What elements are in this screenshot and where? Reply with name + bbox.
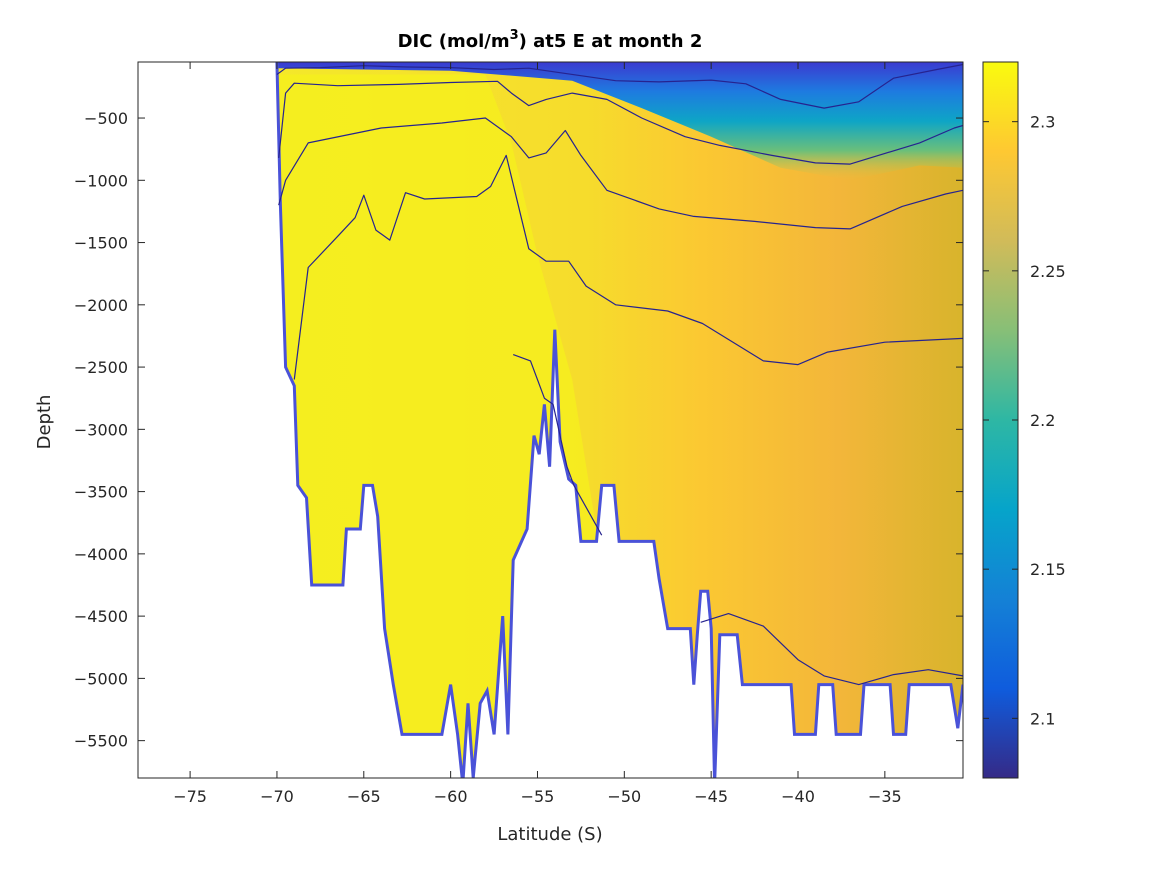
axes-box — [137, 61, 964, 779]
y-tick-label: −1000 — [74, 171, 128, 190]
colorbar-tick-label: 2.15 — [1030, 560, 1066, 579]
y-tick-label: −3000 — [74, 420, 128, 439]
y-axis-label: Depth — [34, 395, 55, 450]
contour-lines — [276, 63, 963, 686]
x-tick-label: −40 — [781, 787, 815, 806]
contour-line — [278, 117, 963, 230]
y-tick-label: −5500 — [74, 732, 128, 751]
y-tick-label: −1500 — [74, 234, 128, 253]
y-tick-label: −4500 — [74, 607, 128, 626]
colorbar-tick-label: 2.1 — [1030, 709, 1055, 728]
y-tick-label: −2000 — [74, 296, 128, 315]
dic-surface-low — [276, 62, 963, 181]
colorbar-ticks: 2.1 2.15 2.2 2.25 2.3 — [983, 113, 1066, 728]
contour-line — [278, 80, 963, 165]
y-tick-label: −2500 — [74, 358, 128, 377]
contour-line — [512, 354, 603, 536]
colorbar-tick-label: 2.2 — [1030, 411, 1055, 430]
x-tick-label: −35 — [868, 787, 902, 806]
y-tick-label: −500 — [84, 109, 128, 128]
x-tick-label: −65 — [347, 787, 381, 806]
x-axis-label: Latitude (S) — [497, 824, 602, 845]
colorbar: 2.1 2.15 2.2 2.25 2.3 — [982, 61, 1066, 779]
colorbar-tick-label: 2.25 — [1030, 262, 1066, 281]
dic-high-core — [276, 62, 599, 778]
x-tick-label: −50 — [607, 787, 641, 806]
y-tick-label: −4000 — [74, 545, 128, 564]
plot-area: −75 −70 −65 −60 −55 −50 −45 −40 −35 −500 −1000 −15… — [74, 61, 964, 806]
x-axis: −75 −70 −65 −60 −55 −50 −45 −40 −35 — [173, 62, 902, 806]
seafloor-edge — [275, 62, 963, 778]
y-tick-label: −5000 — [74, 669, 128, 688]
contour-line — [293, 154, 963, 380]
contour-line — [700, 612, 963, 686]
x-tick-label: −75 — [173, 787, 207, 806]
y-tick-label: −3500 — [74, 483, 128, 502]
colorbar-tick-label: 2.3 — [1030, 113, 1055, 132]
x-tick-label: −55 — [521, 787, 555, 806]
chart-title: DIC (mol/m3) at5 E at month 2 — [398, 28, 703, 52]
x-tick-label: −60 — [434, 787, 468, 806]
x-tick-label: −70 — [260, 787, 294, 806]
x-tick-label: −45 — [694, 787, 728, 806]
y-axis: −500 −1000 −1500 −2000 −2500 −3000 −3500 −4000 −… — [74, 109, 963, 751]
